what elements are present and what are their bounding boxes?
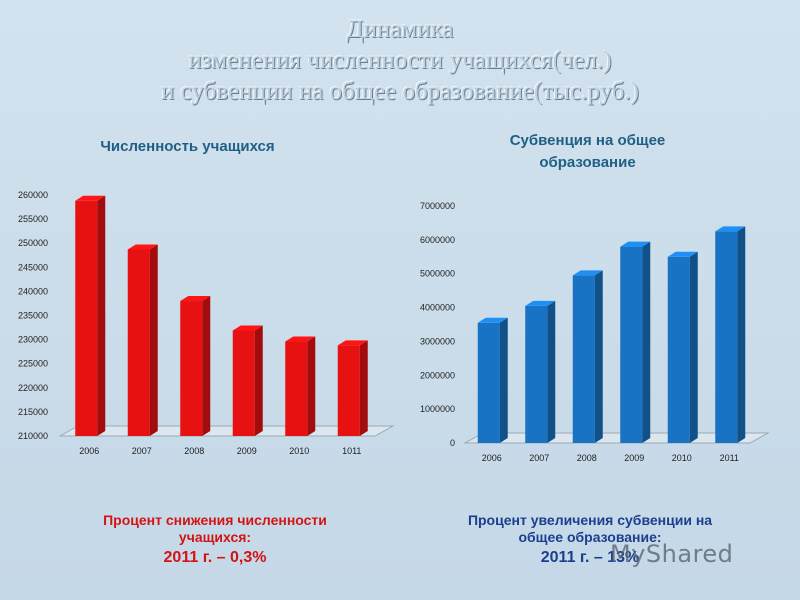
chart-0-bar-top <box>75 195 106 201</box>
chart-0-bar-side <box>359 340 368 436</box>
chart-1-bar-side <box>547 300 556 443</box>
watermark-logo: MyShared <box>610 540 734 568</box>
right-note-line-2: общее образование: <box>518 529 662 545</box>
chart-0-ytick-label: 250000 <box>18 238 48 248</box>
right-chart-title: Субвенция на общее образование <box>470 130 705 174</box>
chart-1-bar <box>667 256 690 443</box>
chart-0-bar <box>75 200 98 436</box>
chart-0-ytick-label: 225000 <box>18 359 48 369</box>
chart-0-bar <box>127 249 150 436</box>
chart-1-ytick-label: 6000000 <box>420 235 455 245</box>
chart-1-category-label: 2007 <box>529 453 549 463</box>
chart-1-bar <box>620 246 643 443</box>
chart-1-bar <box>477 322 500 443</box>
chart-1-ytick-label: 1000000 <box>420 404 455 414</box>
left-note-line-2: учащихся: <box>178 529 252 545</box>
chart-0-bar-top <box>285 336 316 342</box>
chart-0-ytick-label: 235000 <box>18 311 48 321</box>
chart-1-category-label: 2011 <box>720 453 739 463</box>
right-note-line-1: Процент увеличения субвенции на <box>467 512 713 528</box>
chart-1-bar <box>572 275 595 443</box>
right-note: Процент увеличения субвенции на общее об… <box>440 512 740 566</box>
chart-1-bar-top <box>667 251 698 257</box>
chart-1-bar-side <box>737 226 746 443</box>
chart-0-bar-side <box>202 296 211 436</box>
title-line-2: изменения численности учащихся(чел.) <box>188 47 612 74</box>
chart-1-bar-top <box>620 241 651 247</box>
chart-1-category-label: 2010 <box>672 453 692 463</box>
right-chart-title-line-2: образование <box>539 154 636 171</box>
chart-1-bar-side <box>594 270 603 443</box>
chart-0-bar <box>232 330 255 436</box>
chart-1-bar-side <box>499 317 508 443</box>
left-note-line-1: Процент снижения численности <box>103 512 327 528</box>
slide-title: Динамика изменения численности учащихся(… <box>0 14 800 107</box>
chart-1-bar-top <box>715 226 746 232</box>
chart-1-ytick-label: 3000000 <box>420 336 455 346</box>
chart-0-bar <box>180 301 203 436</box>
left-note: Процент снижения численности учащихся: 2… <box>55 512 375 566</box>
chart-1-category-label: 2009 <box>624 453 644 463</box>
left-note-value: 2011 г. – 0,3% <box>163 549 267 566</box>
chart-0-bar-side <box>254 325 263 436</box>
right-note-value: 2011 г. – 13% <box>540 549 640 566</box>
chart-0-bar-top <box>127 244 158 250</box>
chart-0-category-label: 2008 <box>184 446 204 456</box>
chart-0-ytick-label: 255000 <box>18 214 48 224</box>
chart-1-bar-side <box>689 251 698 443</box>
chart-1-ytick-label: 7000000 <box>420 201 455 211</box>
chart-1-bar <box>715 231 738 443</box>
chart-1-bar <box>525 305 548 443</box>
chart-1-bar-top <box>525 300 556 306</box>
chart-0-ytick-label: 240000 <box>18 286 48 296</box>
chart-0-ytick-label: 215000 <box>18 407 48 417</box>
chart-0-ytick-label: 260000 <box>18 190 48 200</box>
right-chart-title-line-1: Субвенция на общее <box>509 132 666 149</box>
chart-0-ytick-label: 220000 <box>18 383 48 393</box>
left-chart-title: Численность учащихся <box>100 138 275 155</box>
chart-0-bar-top <box>337 340 368 346</box>
chart-1-bar-top <box>572 270 603 276</box>
chart-1-ytick-label: 0 <box>450 438 455 448</box>
title-line-3: и субвенции на общее образование(тыс.руб… <box>161 78 639 105</box>
chart-0-bar-side <box>307 336 316 436</box>
chart-0-ytick-label: 245000 <box>18 262 48 272</box>
chart-0-bar <box>285 341 308 436</box>
chart-0-ytick-label: 230000 <box>18 335 48 345</box>
chart-0-bar-side <box>97 195 106 436</box>
chart-0-category-label: 2009 <box>237 446 257 456</box>
chart-0-bar-side <box>149 244 158 436</box>
chart-1-category-label: 2008 <box>577 453 597 463</box>
chart-0-ytick-label: 210000 <box>18 431 48 441</box>
chart-0-category-label: 2010 <box>289 446 309 456</box>
chart-0-bar <box>337 345 360 436</box>
chart-0-category-label: 2006 <box>79 446 99 456</box>
chart-1-bar-side <box>642 241 651 443</box>
chart-1-ytick-label: 5000000 <box>420 269 455 279</box>
chart-1-ytick-label: 2000000 <box>420 370 455 380</box>
chart-0-bar-top <box>232 325 263 331</box>
chart-0-category-label: 1011 <box>342 446 361 456</box>
chart-0-bar-top <box>180 296 211 302</box>
chart-1-bar-top <box>477 317 508 323</box>
chart-1-ytick-label: 4000000 <box>420 303 455 313</box>
chart-0-category-label: 2007 <box>132 446 152 456</box>
title-line-1: Динамика <box>346 16 454 43</box>
chart-1-category-label: 2006 <box>482 453 502 463</box>
